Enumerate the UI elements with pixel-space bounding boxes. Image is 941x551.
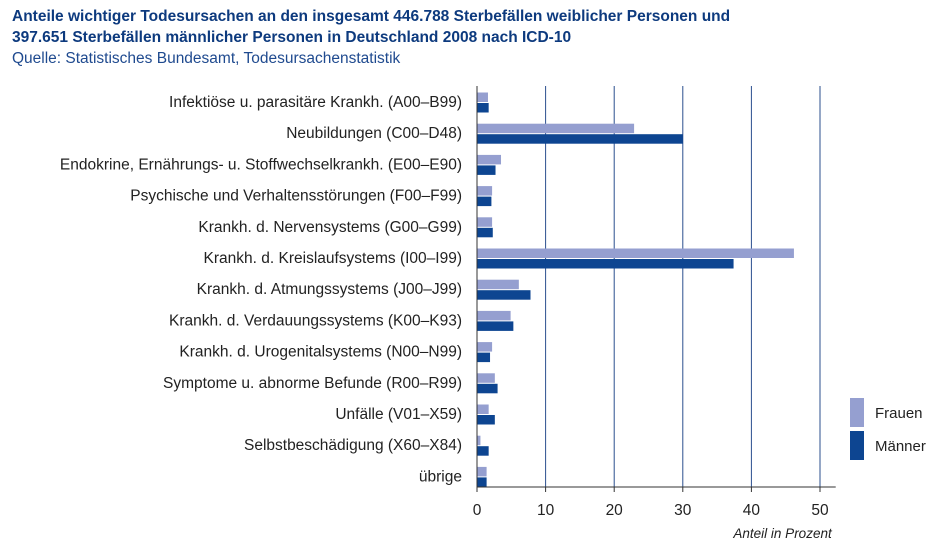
- category-labels: Infektiöse u. parasitäre Krankh. (A00–B9…: [60, 94, 462, 485]
- category-label: Unfälle (V01–X59): [335, 406, 462, 423]
- x-tick-label: 10: [537, 502, 555, 519]
- chart-title-line-1: Anteile wichtiger Todesursachen an den i…: [12, 8, 731, 25]
- bar-mnner-7: [477, 321, 514, 331]
- legend-swatch-1: [850, 431, 864, 460]
- category-label: Krankh. d. Atmungssystems (J00–J99): [197, 281, 462, 298]
- bars: [477, 92, 794, 487]
- bar-mnner-3: [477, 196, 492, 207]
- category-label: Krankh. d. Nervensystems (G00–G99): [198, 219, 462, 236]
- chart-header: Anteile wichtiger Todesursachen an den i…: [12, 6, 932, 69]
- bar-frauen-3: [477, 186, 493, 196]
- bar-frauen-9: [477, 373, 495, 383]
- category-label: Psychische und Verhaltensstörungen (F00–…: [130, 188, 462, 205]
- bar-frauen-4: [477, 217, 493, 227]
- category-label: Krankh. d. Urogenitalsystems (N00–N99): [179, 344, 462, 361]
- bar-frauen-5: [477, 248, 794, 258]
- legend: Frauen Männer: [850, 398, 926, 460]
- category-label: übrige: [419, 468, 462, 485]
- bar-frauen-10: [477, 404, 489, 414]
- x-axis-title: Anteil in Prozent: [732, 526, 833, 541]
- bar-mnner-6: [477, 290, 531, 300]
- bar-frauen-0: [477, 92, 488, 102]
- chart-title-line-2: 397.651 Sterbefällen männlicher Personen…: [12, 29, 572, 46]
- bar-mnner-0: [477, 103, 489, 113]
- legend-swatch-0: [850, 398, 864, 427]
- bar-frauen-1: [477, 123, 635, 134]
- bar-frauen-7: [477, 310, 511, 321]
- chart-subtitle: Quelle: Statistisches Bundesamt, Todesur…: [12, 50, 401, 67]
- bar-mnner-5: [477, 259, 734, 269]
- legend-label-0: Frauen: [875, 405, 923, 422]
- category-label: Infektiöse u. parasitäre Krankh. (A00–B9…: [169, 94, 462, 111]
- x-tick-label: 30: [674, 502, 692, 519]
- bar-mnner-2: [477, 165, 496, 175]
- bar-mnner-1: [477, 134, 683, 144]
- category-label: Krankh. d. Kreislaufsystems (I00–I99): [204, 250, 462, 267]
- category-label: Selbstbeschädigung (X60–X84): [244, 437, 462, 454]
- bar-frauen-11: [477, 435, 481, 446]
- bar-mnner-8: [477, 352, 491, 363]
- bar-mnner-9: [477, 383, 498, 394]
- bar-frauen-12: [477, 466, 487, 477]
- x-tick-label: 0: [473, 502, 482, 519]
- bar-frauen-8: [477, 342, 493, 352]
- gridlines: [545, 86, 821, 487]
- legend-label-1: Männer: [875, 438, 926, 455]
- bar-frauen-6: [477, 279, 519, 290]
- x-axis: 0 10 20 30 40 50 Anteil in Prozent: [473, 86, 836, 541]
- bar-mnner-12: [477, 477, 487, 487]
- category-label: Krankh. d. Verdauungssystems (K00–K93): [169, 312, 462, 329]
- category-label: Neubildungen (C00–D48): [286, 125, 462, 142]
- bar-mnner-11: [477, 446, 489, 456]
- x-tick-label: 40: [743, 502, 761, 519]
- x-tick-label: 20: [606, 502, 624, 519]
- bar-mnner-10: [477, 415, 495, 425]
- bar-frauen-2: [477, 154, 502, 165]
- x-tick-label: 50: [811, 502, 829, 519]
- bar-mnner-4: [477, 227, 493, 238]
- category-label: Symptome u. abnorme Befunde (R00–R99): [163, 375, 462, 392]
- category-label: Endokrine, Ernährungs- u. Stoffwechselkr…: [60, 156, 462, 173]
